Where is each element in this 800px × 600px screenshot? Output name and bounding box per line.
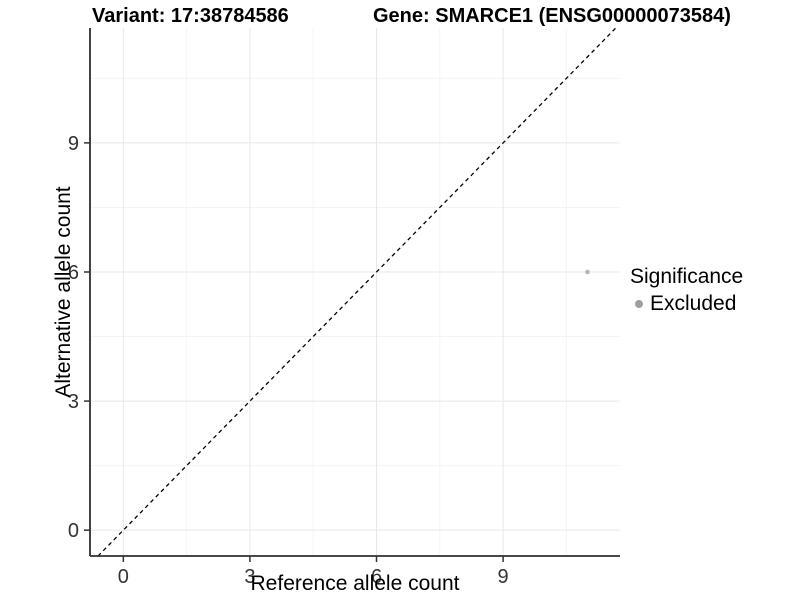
chart-panel: 0 0 3 3 6 6 9 9	[68, 27, 620, 588]
x-axis-title: Reference allele count	[250, 572, 460, 595]
data-point	[585, 269, 590, 275]
identity-dashed-line	[97, 27, 617, 557]
x-tick-label: 6	[371, 566, 382, 588]
x-tick-label: 9	[498, 566, 509, 588]
legend-item-excluded: Excluded	[630, 292, 743, 316]
y-tick-label: 3	[68, 391, 79, 413]
legend-item-label: Excluded	[650, 292, 737, 315]
x-tick-label: 0	[118, 566, 129, 588]
variant-title: Variant: 17:38784586	[92, 5, 289, 27]
legend: Significance Excluded	[630, 265, 743, 316]
y-tick-label: 6	[68, 262, 79, 284]
y-tick-label: 9	[68, 133, 79, 155]
legend-title: Significance	[630, 265, 744, 288]
legend-point-icon	[635, 300, 643, 308]
gene-title: Gene: SMARCE1 (ENSG00000073584)	[373, 5, 731, 27]
y-tick-label: 0	[68, 520, 79, 542]
x-tick-label: 3	[244, 566, 255, 588]
y-axis-title: Alternative allele count	[52, 186, 75, 398]
